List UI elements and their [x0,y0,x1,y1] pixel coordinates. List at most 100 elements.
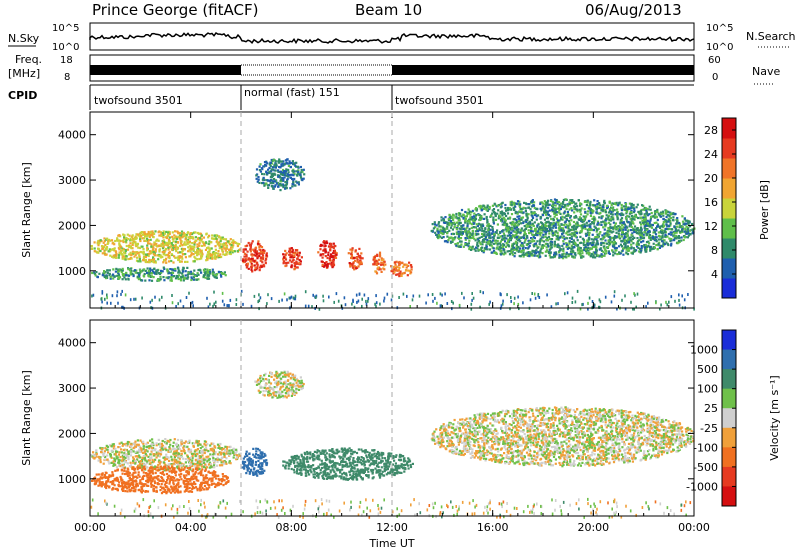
data-pixel [569,199,571,201]
data-pixel [208,250,210,252]
data-pixel [661,245,663,247]
data-pixel [118,257,120,259]
data-pixel [563,230,565,232]
freq-trace [90,65,694,75]
data-pixel [489,207,491,209]
data-pixel [246,265,248,267]
data-pixel [179,245,181,247]
data-pixel [539,243,541,245]
data-pixel [621,240,623,242]
data-pixel [234,250,236,252]
data-pixel [581,230,583,232]
data-pixel [474,208,476,210]
data-pixel [542,234,544,236]
data-pixel [633,231,635,233]
data-pixel [571,199,573,201]
data-pixel [257,240,259,242]
data-pixel [534,207,536,209]
data-pixel [497,242,499,244]
data-pixel [272,188,274,190]
data-pixel [502,202,504,204]
data-pixel [644,246,646,248]
data-pixel [383,268,385,270]
data-pixel [517,228,519,230]
data-pixel [292,183,294,185]
data-pixel [377,266,379,268]
data-pixel [447,239,449,241]
data-pixel [137,233,139,235]
data-pixel [173,275,175,277]
data-pixel [566,218,568,220]
data-pixel [94,250,96,252]
data-pixel [645,207,647,209]
data-pixel [284,181,286,183]
data-pixel [593,223,595,225]
data-pixel [595,208,597,210]
data-pixel [126,245,128,247]
data-pixel [148,239,150,241]
data-pixel [659,227,661,229]
data-pixel [561,233,563,235]
data-pixel [209,272,211,274]
data-pixel [548,232,550,234]
data-pixel [559,204,561,206]
data-pixel [593,239,595,241]
data-pixel [374,270,376,272]
data-pixel [199,242,201,244]
data-pixel [615,222,617,224]
data-pixel [282,177,284,179]
data-pixel [535,252,537,254]
data-pixel [604,247,606,249]
data-pixel [483,250,485,252]
data-pixel [552,232,554,234]
data-pixel [352,267,354,269]
data-pixel [260,171,262,173]
data-pixel [152,247,154,249]
data-pixel [303,169,305,171]
data-pixel [188,292,190,295]
data-pixel [133,298,135,301]
data-pixel [523,234,525,236]
data-pixel [288,165,290,167]
data-pixel [605,218,607,220]
data-pixel [636,237,638,239]
data-pixel [679,231,681,233]
data-pixel [485,209,487,211]
data-pixel [451,300,453,303]
data-pixel [678,240,680,242]
data-pixel [233,456,235,458]
data-pixel [329,249,331,251]
data-pixel [572,255,574,257]
data-pixel [459,222,461,224]
data-pixel [585,246,587,248]
data-pixel [617,204,619,206]
data-pixel [410,264,412,266]
data-pixel [448,214,450,216]
data-pixel [256,168,258,170]
data-pixel [161,296,163,299]
data-pixel [94,247,96,249]
data-pixel [359,255,361,257]
data-pixel [633,237,635,239]
data-pixel [545,233,547,235]
data-pixel [448,230,450,232]
data-pixel [209,444,211,446]
data-pixel [333,301,335,304]
data-pixel [481,233,483,235]
data-pixel [666,236,668,238]
data-pixel [497,240,499,242]
data-pixel [330,243,332,245]
data-pixel [440,292,442,295]
data-pixel [285,258,287,260]
data-pixel [129,269,131,271]
data-pixel [294,185,296,187]
data-pixel [365,300,367,303]
data-pixel [297,266,299,268]
colorbar-segment [722,158,736,179]
data-pixel [647,302,649,305]
data-pixel [153,241,155,243]
data-pixel [321,260,323,262]
data-pixel [408,262,410,264]
data-pixel [280,173,282,175]
